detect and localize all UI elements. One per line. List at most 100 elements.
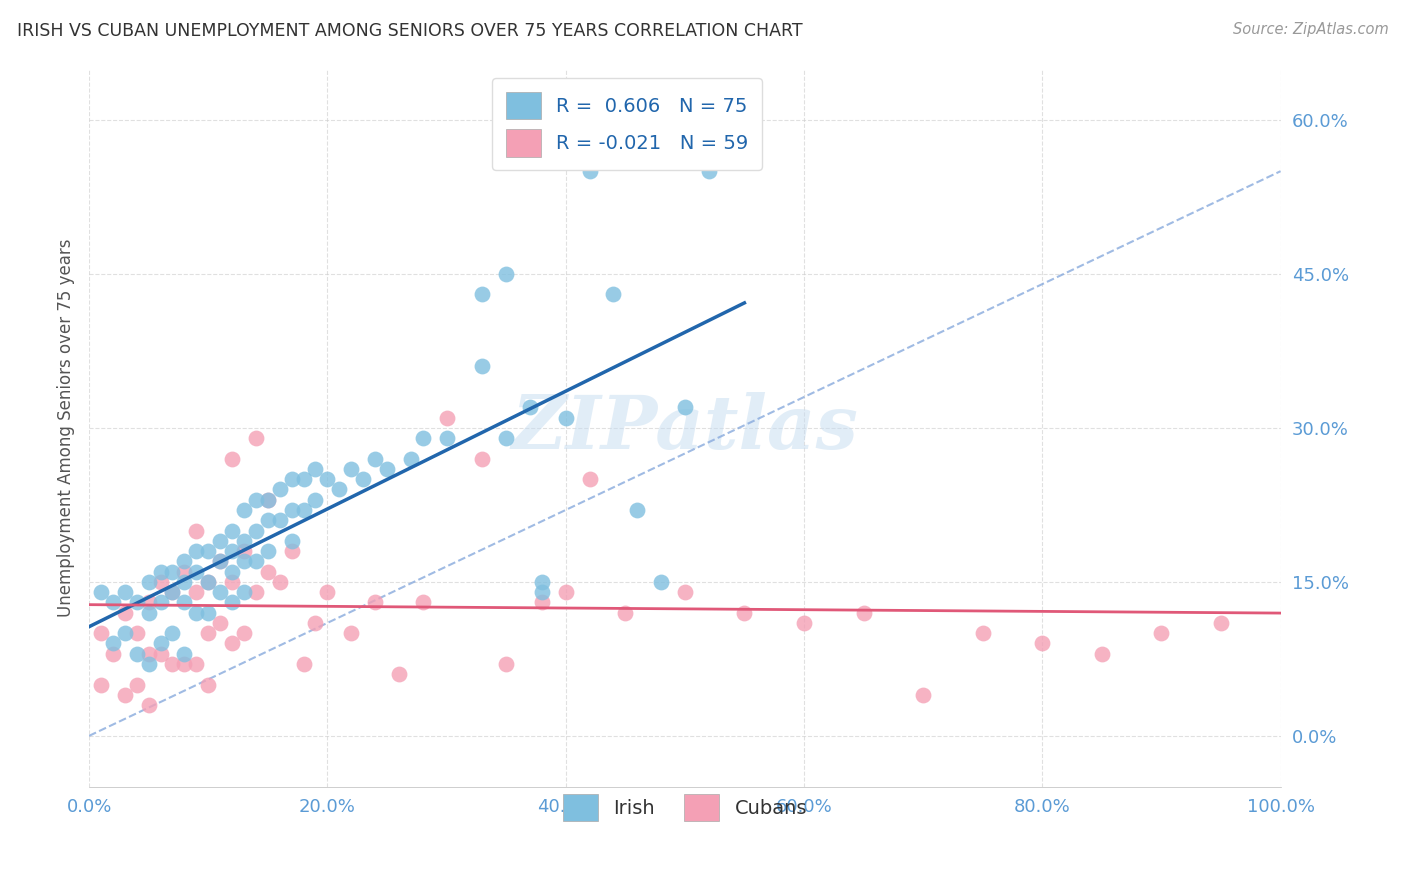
Point [554,410,576,425]
Point [304,615,326,630]
Point [233,503,256,517]
Point [138,698,160,712]
Point [388,667,411,681]
Point [1150,626,1173,640]
Point [114,688,136,702]
Point [852,606,875,620]
Point [375,462,398,476]
Point [280,533,302,548]
Point [138,647,160,661]
Point [530,574,553,589]
Point [495,431,517,445]
Point [256,492,278,507]
Point [697,164,720,178]
Point [269,574,291,589]
Point [292,472,315,486]
Point [972,626,994,640]
Point [1209,615,1232,630]
Point [209,585,232,599]
Point [162,657,184,671]
Point [256,565,278,579]
Point [1091,647,1114,661]
Point [530,595,553,609]
Point [221,524,243,538]
Point [186,606,208,620]
Point [149,595,172,609]
Point [793,615,815,630]
Point [221,574,243,589]
Point [186,524,208,538]
Point [221,595,243,609]
Point [114,606,136,620]
Point [328,483,350,497]
Point [364,595,387,609]
Point [186,585,208,599]
Point [352,472,374,486]
Point [495,657,517,671]
Point [530,585,553,599]
Point [90,677,112,691]
Point [221,636,243,650]
Y-axis label: Unemployment Among Seniors over 75 years: Unemployment Among Seniors over 75 years [58,238,75,617]
Point [173,647,195,661]
Point [280,472,302,486]
Point [138,606,160,620]
Point [125,677,148,691]
Point [471,359,494,374]
Point [614,606,637,620]
Point [626,503,648,517]
Point [186,565,208,579]
Point [162,626,184,640]
Point [125,647,148,661]
Point [173,574,195,589]
Legend: Irish, Cubans: Irish, Cubans [548,780,821,835]
Point [209,554,232,568]
Point [495,267,517,281]
Point [256,544,278,558]
Point [149,647,172,661]
Point [519,401,541,415]
Point [399,451,422,466]
Point [233,626,256,640]
Point [209,533,232,548]
Point [280,544,302,558]
Point [114,585,136,599]
Point [912,688,935,702]
Point [673,401,696,415]
Point [233,554,256,568]
Point [602,287,624,301]
Point [578,164,600,178]
Point [340,462,363,476]
Point [149,636,172,650]
Point [245,554,267,568]
Point [292,503,315,517]
Point [90,626,112,640]
Point [340,626,363,640]
Point [221,544,243,558]
Point [245,585,267,599]
Point [221,565,243,579]
Point [90,585,112,599]
Point [138,657,160,671]
Point [233,544,256,558]
Point [197,626,219,640]
Point [125,626,148,640]
Point [138,595,160,609]
Point [197,574,219,589]
Point [101,595,124,609]
Point [554,585,576,599]
Point [186,657,208,671]
Point [436,431,458,445]
Point [304,462,326,476]
Point [149,565,172,579]
Point [114,626,136,640]
Point [256,492,278,507]
Point [471,287,494,301]
Point [733,606,755,620]
Point [101,636,124,650]
Point [316,585,339,599]
Point [412,431,434,445]
Point [197,606,219,620]
Text: IRISH VS CUBAN UNEMPLOYMENT AMONG SENIORS OVER 75 YEARS CORRELATION CHART: IRISH VS CUBAN UNEMPLOYMENT AMONG SENIOR… [17,22,803,40]
Point [186,544,208,558]
